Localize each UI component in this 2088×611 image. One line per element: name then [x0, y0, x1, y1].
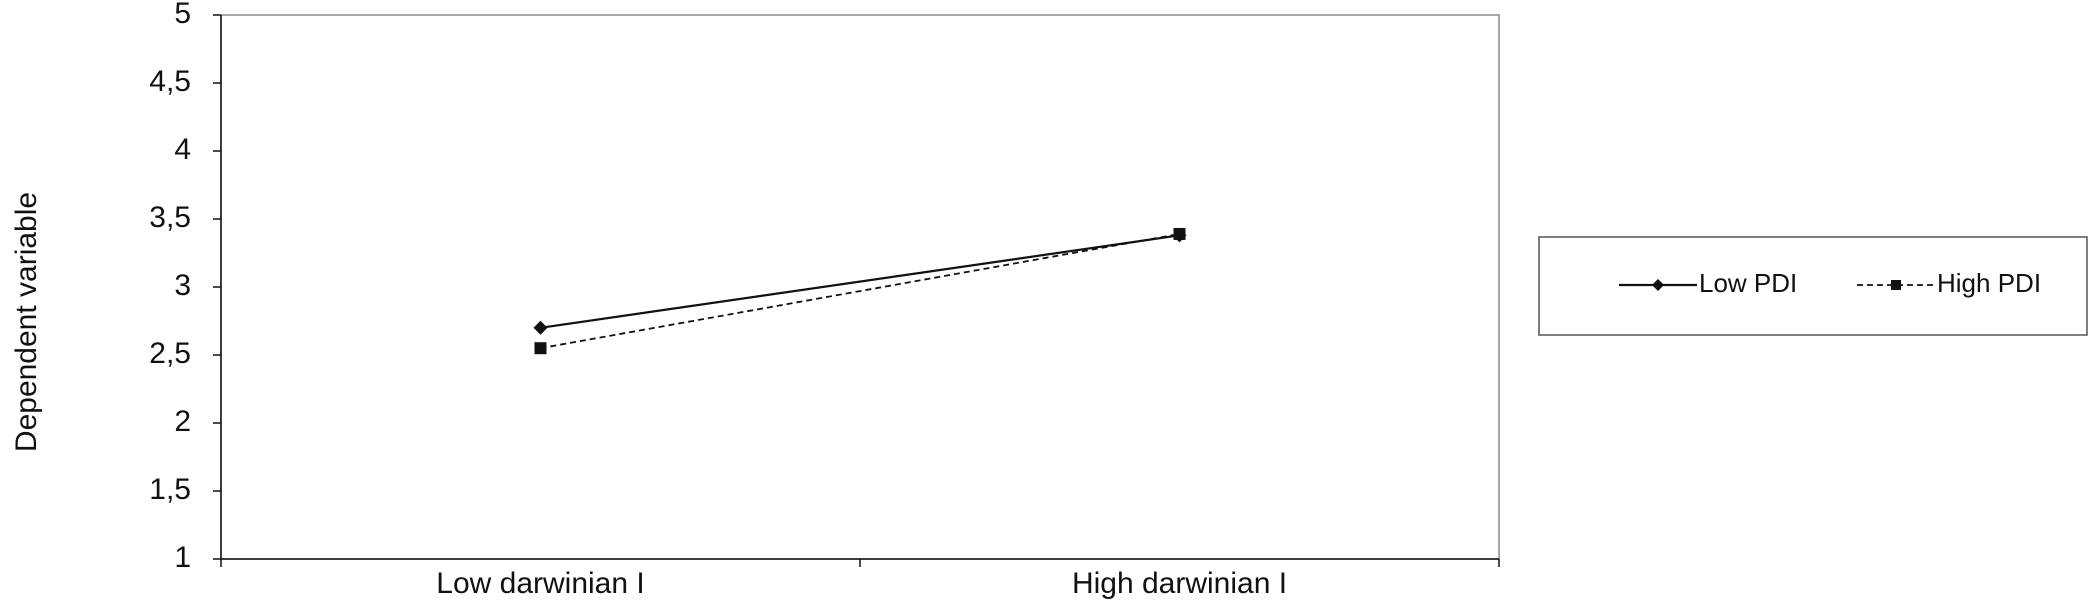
legend: Low PDI High PDI — [1538, 236, 2088, 336]
y-tick-label: 1,5 — [149, 473, 191, 506]
series-line-1 — [540, 234, 1180, 329]
y-tick-label: 2,5 — [149, 337, 191, 370]
series-line-2 — [540, 233, 1180, 350]
series-layer — [533, 227, 1187, 355]
data-point-1 — [533, 320, 548, 335]
y-tick-label: 3 — [174, 269, 191, 302]
legend-marker-2 — [1891, 280, 1901, 290]
legend-label-1: Low PDI — [1699, 268, 1797, 298]
y-tick-label: 5 — [174, 0, 191, 30]
x-axis-ticks: Low darwinian I High darwinian I — [220, 559, 1500, 600]
legend-marker-1 — [1652, 279, 1664, 291]
x-tick-label: High darwinian I — [1072, 567, 1287, 600]
plot-area — [220, 14, 1500, 560]
x-tick-label: Low darwinian I — [436, 567, 644, 600]
legend-label-2: High PDI — [1937, 268, 2041, 298]
y-tick-label: 4 — [174, 133, 191, 166]
y-tick-label: 2 — [174, 405, 191, 438]
data-point-2 — [1173, 227, 1186, 240]
y-tick-label: 3,5 — [149, 201, 191, 234]
y-axis-title: Dependent variable — [10, 192, 43, 452]
data-point-2 — [534, 342, 547, 355]
y-tick-label: 1 — [174, 541, 191, 574]
y-tick-label: 4,5 — [149, 65, 191, 98]
y-axis-ticks: 1 1,5 2 2,5 3 3,5 4 4,5 5 — [149, 0, 221, 574]
